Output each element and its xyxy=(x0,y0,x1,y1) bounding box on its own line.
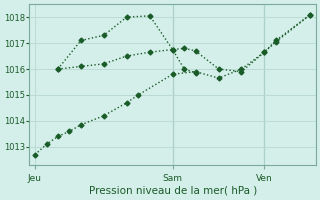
X-axis label: Pression niveau de la mer( hPa ): Pression niveau de la mer( hPa ) xyxy=(89,186,257,196)
